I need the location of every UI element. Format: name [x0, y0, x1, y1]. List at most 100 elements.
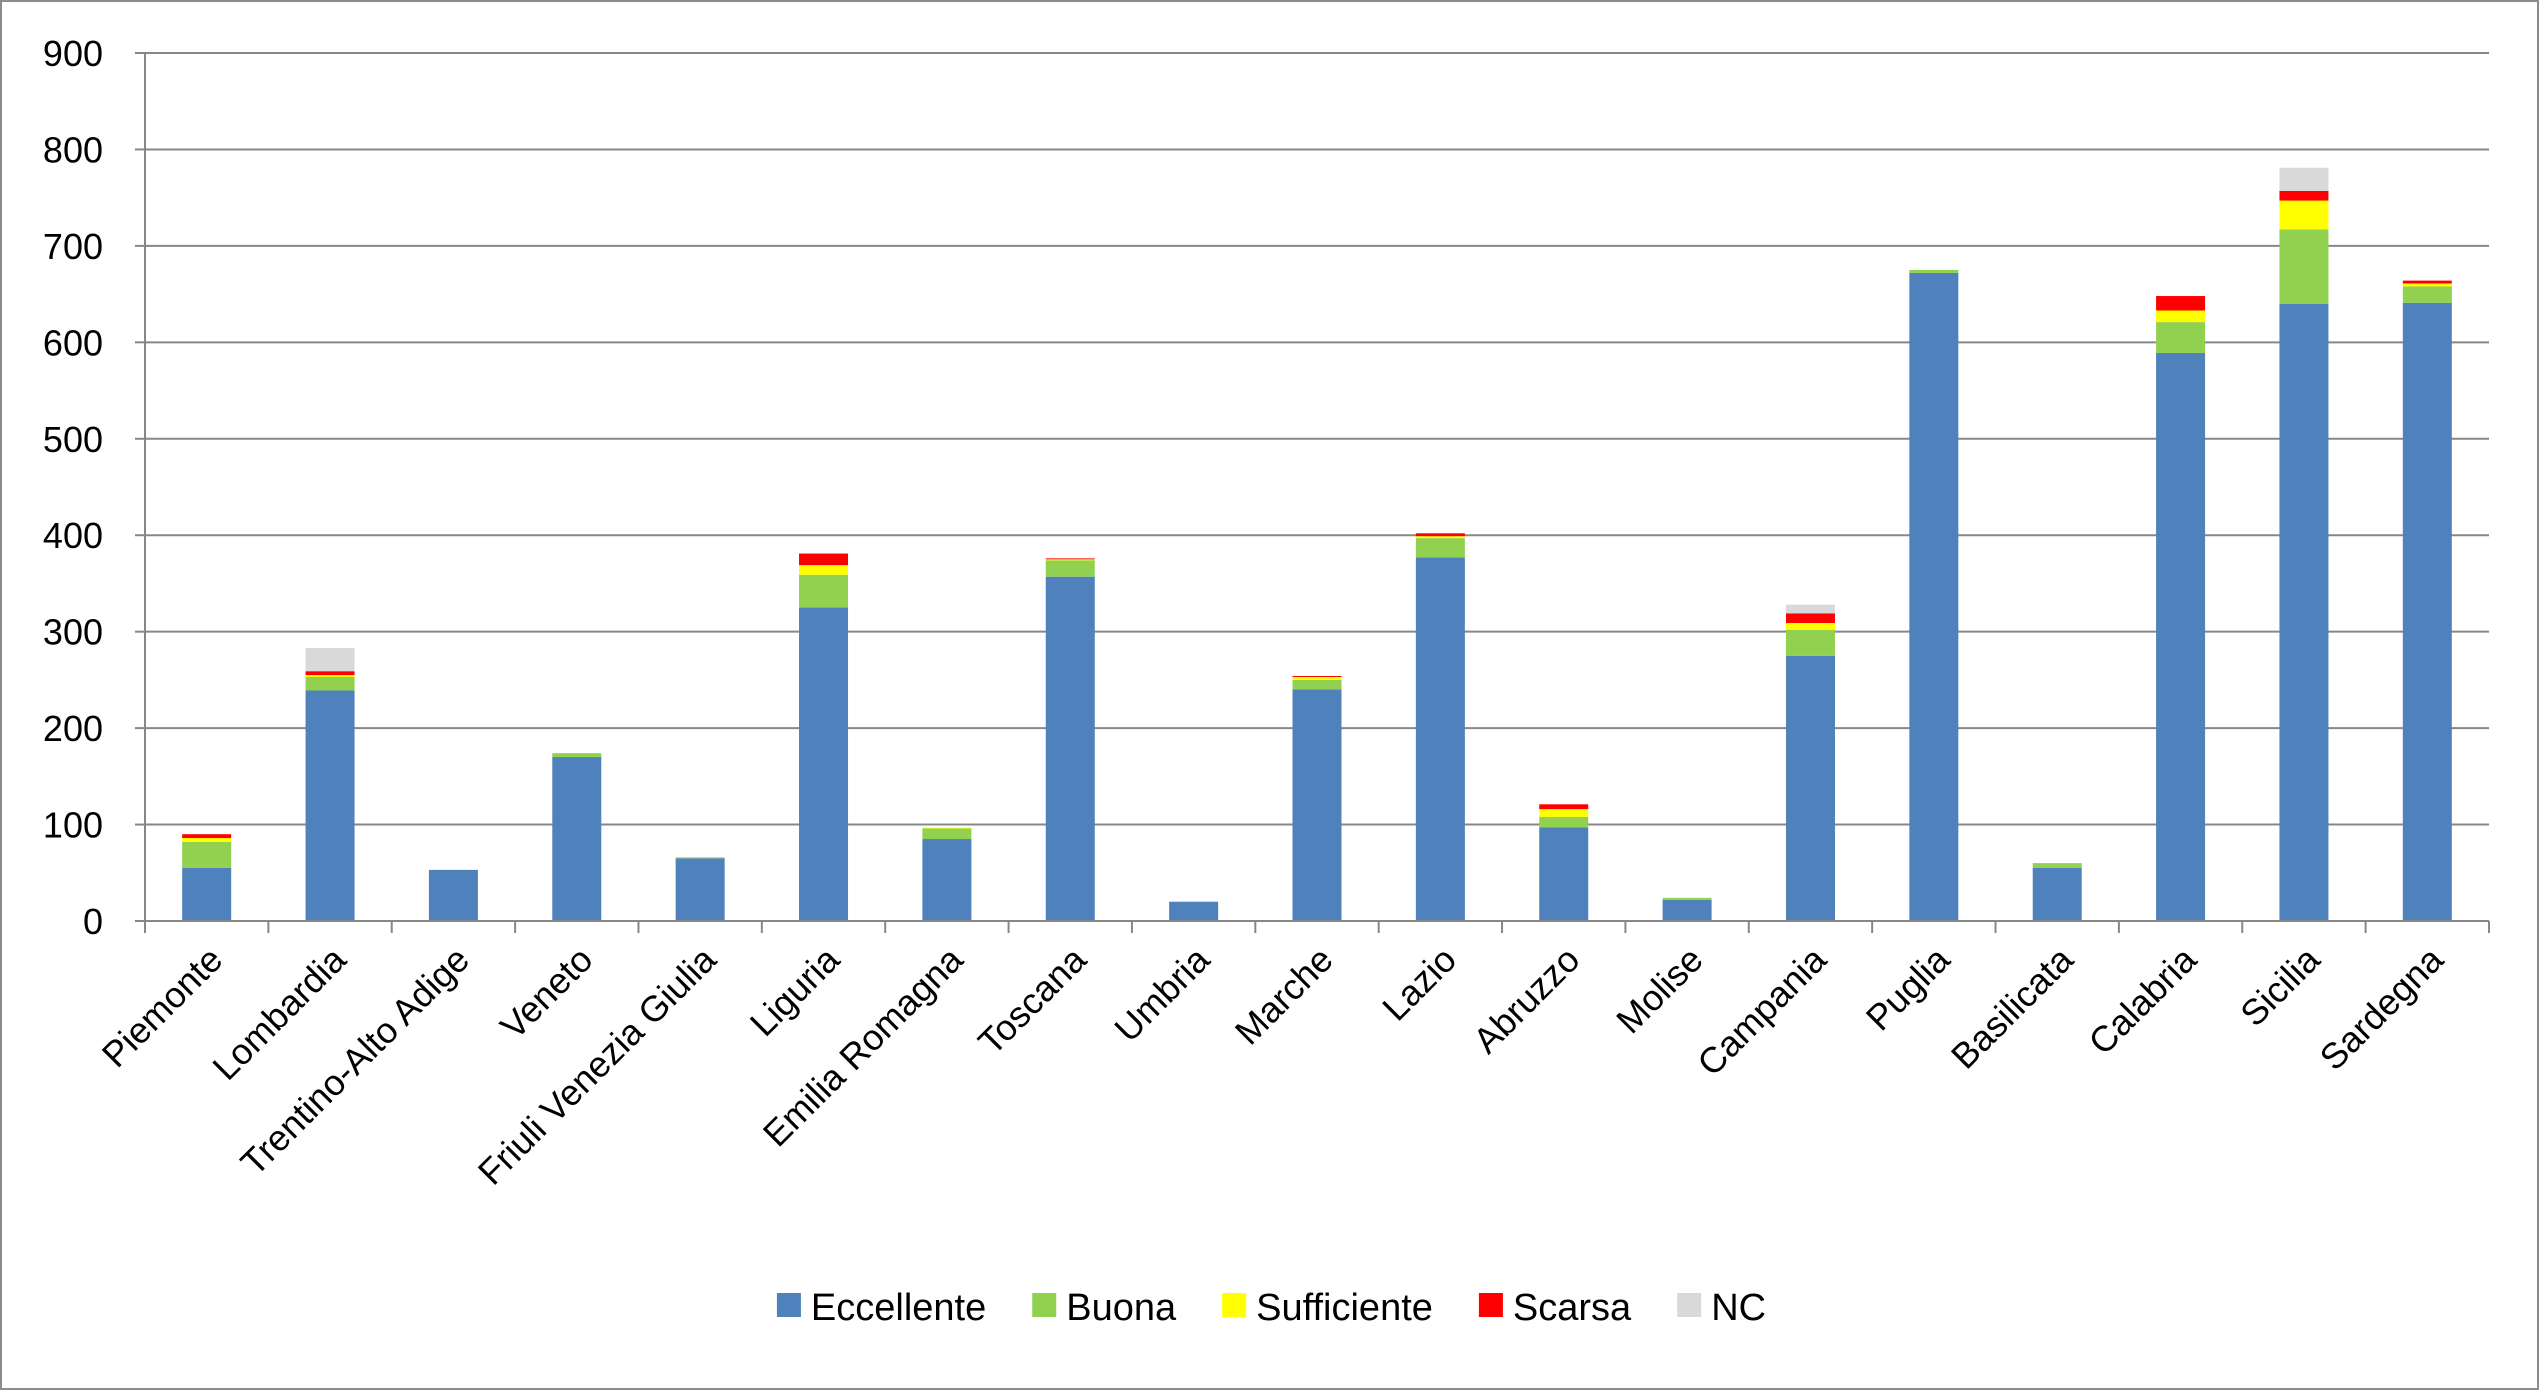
bar-emilia-romagna-eccellente: [922, 839, 972, 921]
bar-liguria-buona: [799, 574, 849, 608]
bar-sardegna-eccellente: [2402, 302, 2452, 921]
bar-lombardia-buona: [305, 676, 355, 691]
x-tick-label-sardegna: Sardegna: [2312, 938, 2452, 1078]
bar-umbria-eccellente: [1169, 901, 1219, 921]
bar-basilicata-eccellente: [2032, 867, 2082, 921]
x-tick-label-friuli-venezia-giulia: Friuli Venezia Giulia: [470, 938, 725, 1193]
x-tick-label-veneto: Veneto: [492, 939, 600, 1047]
y-tick-label-700: 700: [43, 226, 103, 267]
legend-swatch-buona: [1032, 1293, 1057, 1317]
bar-friuli-venezia-giulia-eccellente: [675, 858, 725, 921]
bar-calabria-buona: [2156, 322, 2206, 353]
bar-stack-lombardia: [305, 648, 355, 921]
bar-stack-liguria: [799, 553, 849, 921]
legend-swatch-sufficiente: [1222, 1293, 1247, 1317]
legend-label-scarsa: Scarsa: [1513, 1287, 1632, 1329]
bar-trentino-alto-adige-eccellente: [428, 869, 478, 921]
bar-campania-eccellente: [1785, 655, 1835, 921]
bar-basilicata-buona: [2032, 863, 2082, 868]
bar-veneto-eccellente: [552, 757, 602, 921]
bar-stack-lazio: [1415, 533, 1465, 921]
bar-lazio-buona: [1415, 538, 1465, 558]
bar-stack-calabria: [2156, 296, 2206, 921]
bar-liguria-scarsa: [799, 553, 849, 566]
bar-piemonte-buona: [182, 841, 232, 868]
gridlines: [145, 52, 2489, 826]
x-tick-label-puglia: Puglia: [1858, 938, 1958, 1038]
y-axis-tick-labels: 0 100 200 300 400 500 600 700 800 900: [43, 33, 103, 942]
x-tick-label-liguria: Liguria: [742, 938, 848, 1044]
bar-sicilia-sufficiente: [2279, 200, 2329, 230]
bar-calabria-sufficiente: [2156, 310, 2206, 323]
bar-molise-buona: [1662, 897, 1712, 900]
bar-stack-emilia-romagna: [922, 827, 972, 921]
axes: [135, 52, 2490, 933]
y-tick-label-400: 400: [43, 515, 103, 556]
bar-campania-buona: [1785, 629, 1835, 656]
bar-lombardia-nc: [305, 648, 355, 672]
bar-stack-sicilia: [2279, 167, 2329, 921]
bar-stack-marche: [1292, 676, 1342, 921]
bar-stack-piemonte: [182, 834, 232, 921]
bar-stack-basilicata: [2032, 863, 2082, 921]
bar-lazio-scarsa: [1415, 533, 1465, 537]
bars: [182, 167, 2452, 922]
bar-abruzzo-buona: [1539, 816, 1589, 828]
bar-stack-molise: [1662, 897, 1712, 921]
bar-piemonte-eccellente: [182, 867, 232, 921]
bar-piemonte-scarsa: [182, 834, 232, 839]
bar-sicilia-buona: [2279, 229, 2329, 304]
x-tick-label-lazio: Lazio: [1374, 939, 1464, 1029]
bar-lazio-sufficiente: [1415, 536, 1465, 539]
bar-stack-puglia: [1909, 270, 1959, 922]
bar-stack-umbria: [1169, 901, 1219, 921]
x-tick-label-trentino-alto-adige: Trentino-Alto Adige: [233, 939, 478, 1184]
bar-campania-nc: [1785, 604, 1835, 614]
bar-lombardia-eccellente: [305, 690, 355, 921]
bar-emilia-romagna-buona: [922, 828, 972, 840]
bar-toscana-sufficiente: [1045, 559, 1095, 561]
y-tick-label-500: 500: [43, 419, 103, 460]
bar-calabria-eccellente: [2156, 352, 2206, 921]
legend-label-sufficiente: Sufficiente: [1256, 1287, 1433, 1329]
bar-abruzzo-scarsa: [1539, 804, 1589, 810]
x-tick-label-molise: Molise: [1608, 939, 1711, 1042]
bar-abruzzo-eccellente: [1539, 827, 1589, 921]
y-tick-label-600: 600: [43, 322, 103, 363]
bar-lombardia-sufficiente: [305, 675, 355, 677]
legend-label-nc: NC: [1711, 1287, 1766, 1329]
bar-stack-sardegna: [2402, 280, 2452, 921]
y-tick-label-900: 900: [43, 33, 103, 74]
x-tick-label-marche: Marche: [1227, 939, 1341, 1053]
bar-liguria-eccellente: [799, 607, 849, 921]
bar-puglia-buona: [1909, 270, 1959, 273]
y-tick-label-800: 800: [43, 129, 103, 170]
x-tick-label-calabria: Calabria: [2080, 938, 2204, 1062]
legend: Eccellente Buona Sufficiente Scarsa NC: [776, 1287, 1766, 1329]
x-tick-label-campania: Campania: [1689, 938, 1835, 1084]
bar-toscana-scarsa: [1045, 558, 1095, 560]
bar-friuli-venezia-giulia-buona: [675, 857, 725, 859]
bar-marche-eccellente: [1292, 689, 1342, 921]
bar-stack-abruzzo: [1539, 804, 1589, 921]
x-tick-label-umbria: Umbria: [1106, 938, 1218, 1050]
x-tick-label-basilicata: Basilicata: [1943, 938, 2082, 1077]
legend-label-eccellente: Eccellente: [811, 1287, 986, 1329]
bar-marche-sufficiente: [1292, 676, 1342, 680]
bar-sicilia-eccellente: [2279, 303, 2329, 921]
y-tick-label-200: 200: [43, 708, 103, 749]
legend-swatch-scarsa: [1478, 1293, 1503, 1317]
bar-sardegna-buona: [2402, 286, 2452, 303]
legend-swatch-nc: [1677, 1293, 1702, 1317]
legend-label-buona: Buona: [1066, 1287, 1177, 1329]
bar-stack-campania: [1785, 604, 1835, 921]
bar-toscana-eccellente: [1045, 576, 1095, 921]
bar-abruzzo-sufficiente: [1539, 809, 1589, 817]
bar-campania-sufficiente: [1785, 622, 1835, 630]
bar-stack-trentino-alto-adige: [428, 869, 478, 921]
bar-emilia-romagna-sufficiente: [922, 827, 972, 829]
y-tick-label-300: 300: [43, 612, 103, 653]
legend-swatch-eccellente: [776, 1293, 801, 1317]
